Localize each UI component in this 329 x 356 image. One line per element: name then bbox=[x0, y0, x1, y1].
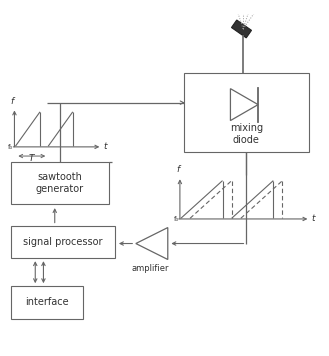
Text: f: f bbox=[176, 166, 179, 174]
Text: T: T bbox=[29, 154, 35, 163]
Text: sawtooth
generator: sawtooth generator bbox=[36, 172, 84, 194]
Text: signal processor: signal processor bbox=[23, 237, 103, 247]
Text: f₀: f₀ bbox=[8, 143, 13, 150]
Text: mixing
diode: mixing diode bbox=[230, 123, 263, 145]
Text: amplifier: amplifier bbox=[131, 264, 168, 273]
Bar bbox=[11, 286, 83, 319]
Text: f: f bbox=[11, 96, 14, 106]
Bar bbox=[184, 73, 309, 152]
Bar bbox=[11, 162, 109, 204]
Text: t: t bbox=[311, 214, 315, 222]
Text: interface: interface bbox=[25, 298, 68, 308]
Polygon shape bbox=[232, 20, 251, 38]
Bar bbox=[11, 225, 115, 258]
Text: t: t bbox=[103, 142, 107, 151]
Text: f₀: f₀ bbox=[174, 216, 179, 222]
